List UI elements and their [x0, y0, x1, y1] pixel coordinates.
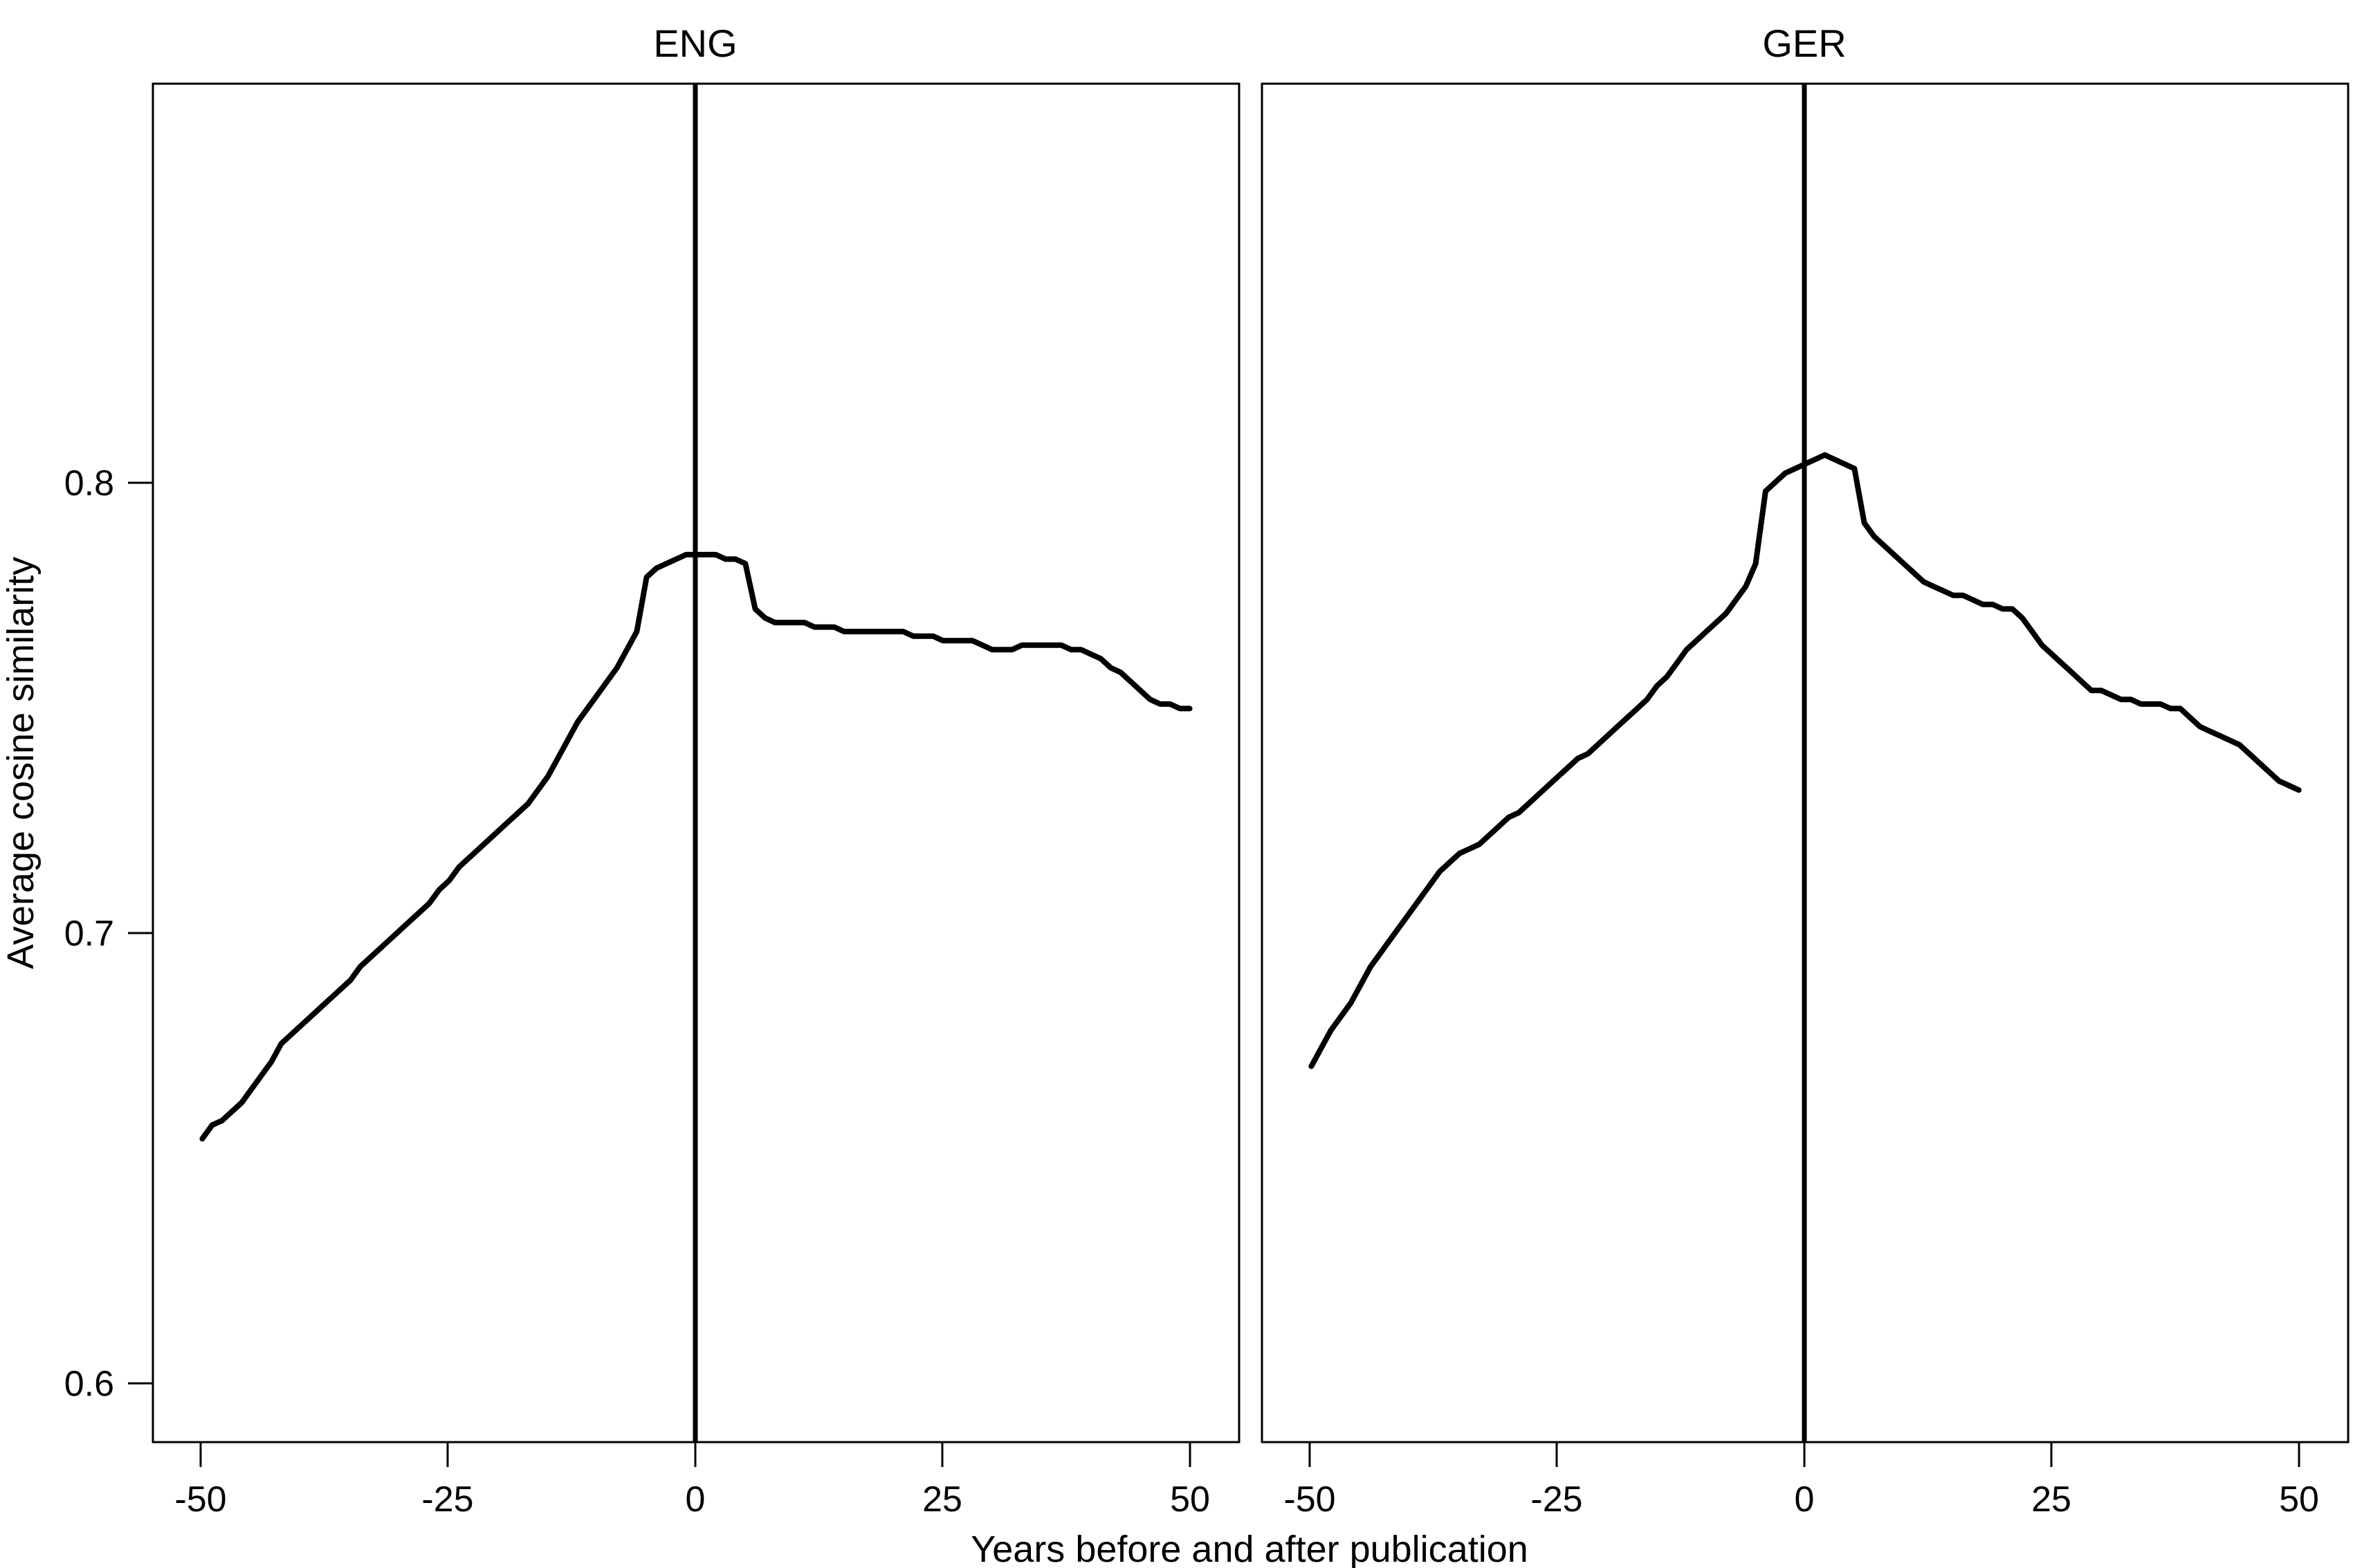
- y-axis: 0.6 0.7 0.8: [64, 463, 153, 1404]
- panel-ger: GER: [1261, 21, 2350, 1444]
- x-tick-label: 0: [686, 1479, 706, 1520]
- x-tick-label: -25: [421, 1479, 473, 1520]
- x-tick-label: 25: [2031, 1479, 2071, 1520]
- x-axis-title: Years before and after publication: [971, 1529, 1528, 1568]
- series-line-ger: [1308, 452, 2302, 1069]
- series-line-eng: [199, 551, 1193, 1142]
- y-tick-label: 0.6: [64, 1364, 114, 1404]
- y-tick-label: 0.7: [64, 914, 114, 954]
- x-tick-label: 50: [1170, 1479, 1210, 1520]
- x-tick-label: 0: [1795, 1479, 1815, 1520]
- x-tick-label: 50: [2279, 1479, 2319, 1520]
- y-tick-label: 0.8: [64, 463, 114, 504]
- panel-eng: ENG: [152, 21, 1240, 1444]
- x-tick-label: -50: [174, 1479, 226, 1520]
- x-tick-label: -50: [1283, 1479, 1335, 1520]
- panel-title-eng: ENG: [653, 21, 737, 65]
- x-axis-eng: -50 -25 0 25 50: [174, 1442, 1210, 1520]
- y-axis-title: Average cosine similarity: [0, 557, 42, 969]
- x-axis-ger: -50 -25 0 25 50: [1283, 1442, 2319, 1520]
- x-tick-label: -25: [1530, 1479, 1582, 1520]
- panel-title-ger: GER: [1762, 21, 1846, 65]
- x-tick-label: 25: [922, 1479, 962, 1520]
